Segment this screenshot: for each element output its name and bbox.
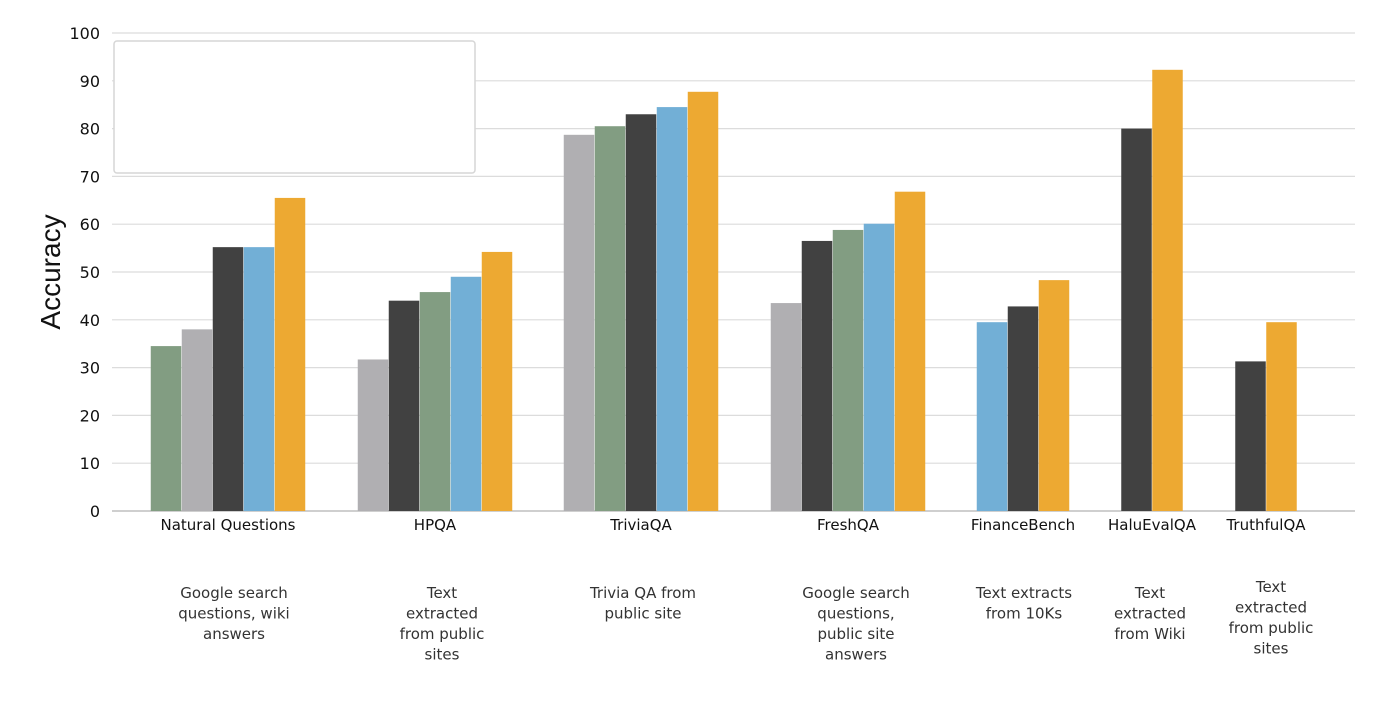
x-axis-categories: Natural Questions HPQA TriviaQA FreshQA Fina… xyxy=(161,516,1307,534)
category-description-line: Text xyxy=(1134,584,1165,602)
y-tick-label: 50 xyxy=(80,263,100,282)
y-tick-label: 0 xyxy=(90,502,100,521)
bar-triviaqa-2 xyxy=(594,126,626,512)
x-category-label: FinanceBench xyxy=(971,516,1075,534)
y-tick-label: 90 xyxy=(80,72,100,91)
bar-hpqa-3 xyxy=(419,292,451,511)
x-category-label: TriviaQA xyxy=(609,516,672,534)
category-description-line: from public xyxy=(400,625,485,643)
y-tick-label: 10 xyxy=(80,454,100,473)
bar-freshqa-2 xyxy=(801,240,833,511)
y-tick-label: 70 xyxy=(80,167,100,186)
category-description-line: extracted xyxy=(1235,599,1307,617)
category-description-line: Text extracts xyxy=(975,584,1072,602)
category-description-line: from Wiki xyxy=(1114,625,1185,643)
y-tick-label: 80 xyxy=(80,120,100,139)
category-description-line: Text xyxy=(426,584,457,602)
bar-financebench-3 xyxy=(1038,280,1070,511)
bar-freshqa-5 xyxy=(894,191,926,512)
category-description-line: questions, xyxy=(817,605,894,623)
x-category-label: HPQA xyxy=(414,516,457,534)
category-description-line: Google search xyxy=(802,584,910,602)
y-tick-label: 60 xyxy=(80,215,100,234)
category-description-line: questions, wiki xyxy=(178,605,289,623)
category-description-line: from 10Ks xyxy=(986,605,1063,623)
category-description-line: sites xyxy=(425,646,460,664)
x-category-label: Natural Questions xyxy=(161,516,296,534)
bars xyxy=(150,69,1297,512)
y-axis-label: Accuracy xyxy=(35,214,66,329)
category-description-line: public site xyxy=(818,625,895,643)
category-description-line: sites xyxy=(1254,640,1289,658)
bar-natural-questions-5 xyxy=(274,197,306,511)
y-tick-label: 20 xyxy=(80,406,100,425)
grid-lines xyxy=(112,32,1355,512)
category-description-line: from public xyxy=(1229,619,1314,637)
bar-natural-questions-3 xyxy=(212,247,244,512)
bar-haluevalqa-1 xyxy=(1121,128,1152,511)
x-category-label: TruthfulQA xyxy=(1225,516,1306,534)
bar-truthfulqa-2 xyxy=(1266,322,1297,511)
y-axis-ticks: 0 10 20 30 40 50 60 70 80 90 100 xyxy=(69,24,100,521)
y-tick-label: 40 xyxy=(80,311,100,330)
category-descriptions: Google search questions, wiki answers Text e… xyxy=(178,578,1313,664)
bar-natural-questions-1 xyxy=(150,346,182,511)
bar-haluevalqa-2 xyxy=(1152,69,1183,511)
bar-freshqa-4 xyxy=(863,223,895,512)
category-description-line: extracted xyxy=(406,605,478,623)
y-tick-label: 100 xyxy=(69,24,100,43)
bar-natural-questions-2 xyxy=(181,329,213,511)
bar-triviaqa-4 xyxy=(656,107,688,511)
bar-triviaqa-1 xyxy=(563,134,595,511)
bar-hpqa-5 xyxy=(481,251,513,511)
bar-hpqa-4 xyxy=(450,276,482,511)
bar-financebench-2 xyxy=(1007,306,1039,511)
bar-triviaqa-3 xyxy=(625,114,657,511)
x-category-label: HaluEvalQA xyxy=(1108,516,1197,534)
bar-freshqa-1 xyxy=(770,303,802,511)
bar-natural-questions-4 xyxy=(243,247,275,512)
category-description-line: Google search xyxy=(180,584,288,602)
category-description-line: public site xyxy=(605,605,682,623)
bar-financebench-1 xyxy=(976,322,1008,511)
x-category-label: FreshQA xyxy=(817,516,880,534)
category-description-line: answers xyxy=(825,646,887,664)
category-description-line: Trivia QA from xyxy=(589,584,696,602)
legend-box xyxy=(113,40,476,174)
bar-hpqa-2 xyxy=(388,300,420,511)
bar-hpqa-1 xyxy=(357,359,389,511)
category-description-line: extracted xyxy=(1114,605,1186,623)
y-tick-label: 30 xyxy=(80,359,100,378)
bar-triviaqa-5 xyxy=(687,91,719,511)
bar-truthfulqa-1 xyxy=(1235,361,1266,511)
category-description-line: answers xyxy=(203,625,265,643)
bar-freshqa-3 xyxy=(832,229,864,511)
category-description-line: Text xyxy=(1255,578,1286,596)
